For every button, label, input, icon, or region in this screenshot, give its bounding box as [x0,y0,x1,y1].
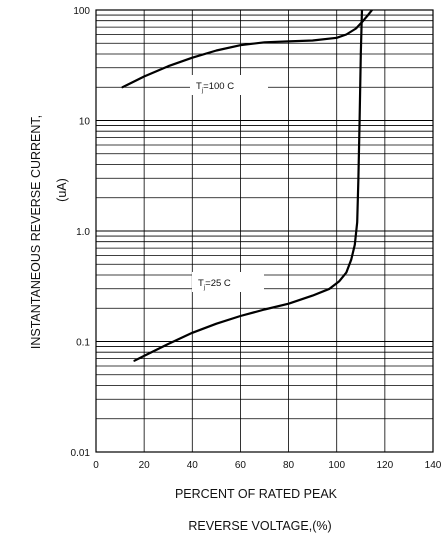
plot-frame [95,9,434,453]
y-tick-label: 0.1 [76,338,90,349]
curve-label-text: Tj=100 C [196,81,234,94]
grid [96,9,433,453]
curve-label-2: Tj=25 C [192,272,264,292]
series-line-2 [133,10,364,362]
y-tick-label: 0.01 [71,448,91,459]
x-axis-ticks: 0 20 40 60 80 100 120 140 [93,460,442,471]
x-axis-label-line2: REVERSE VOLTAGE,(%) [188,519,331,533]
x-tick-label: 100 [328,460,345,471]
y-tick-label: 100 [73,6,90,17]
curve-label-text: Tj=25 C [198,278,231,291]
x-tick-label: 40 [187,460,199,471]
y-tick-label: 1.0 [76,227,90,238]
y-axis-label-line1: INSTANTANEOUS REVERSE CURRENT, [29,115,43,349]
x-axis-label-line1: PERCENT OF RATED PEAK [175,487,338,501]
x-tick-label: 120 [377,460,394,471]
curve-label-box [190,75,268,95]
y-axis-ticks: 0.01 0.1 1.0 10 100 [71,6,91,459]
x-tick-label: 0 [93,460,99,471]
y-tick-label: 10 [79,117,91,128]
x-tick-label: 80 [283,460,295,471]
x-tick-label: 140 [425,460,442,471]
x-tick-label: 20 [139,460,151,471]
curve-label-box [192,272,264,292]
x-tick-label: 60 [235,460,247,471]
curve-labels: Tj=100 C Tj=25 C [190,75,268,292]
curves [121,10,374,362]
y-axis-label-line2: (uA) [55,178,69,202]
curve-label-1: Tj=100 C [190,75,268,95]
